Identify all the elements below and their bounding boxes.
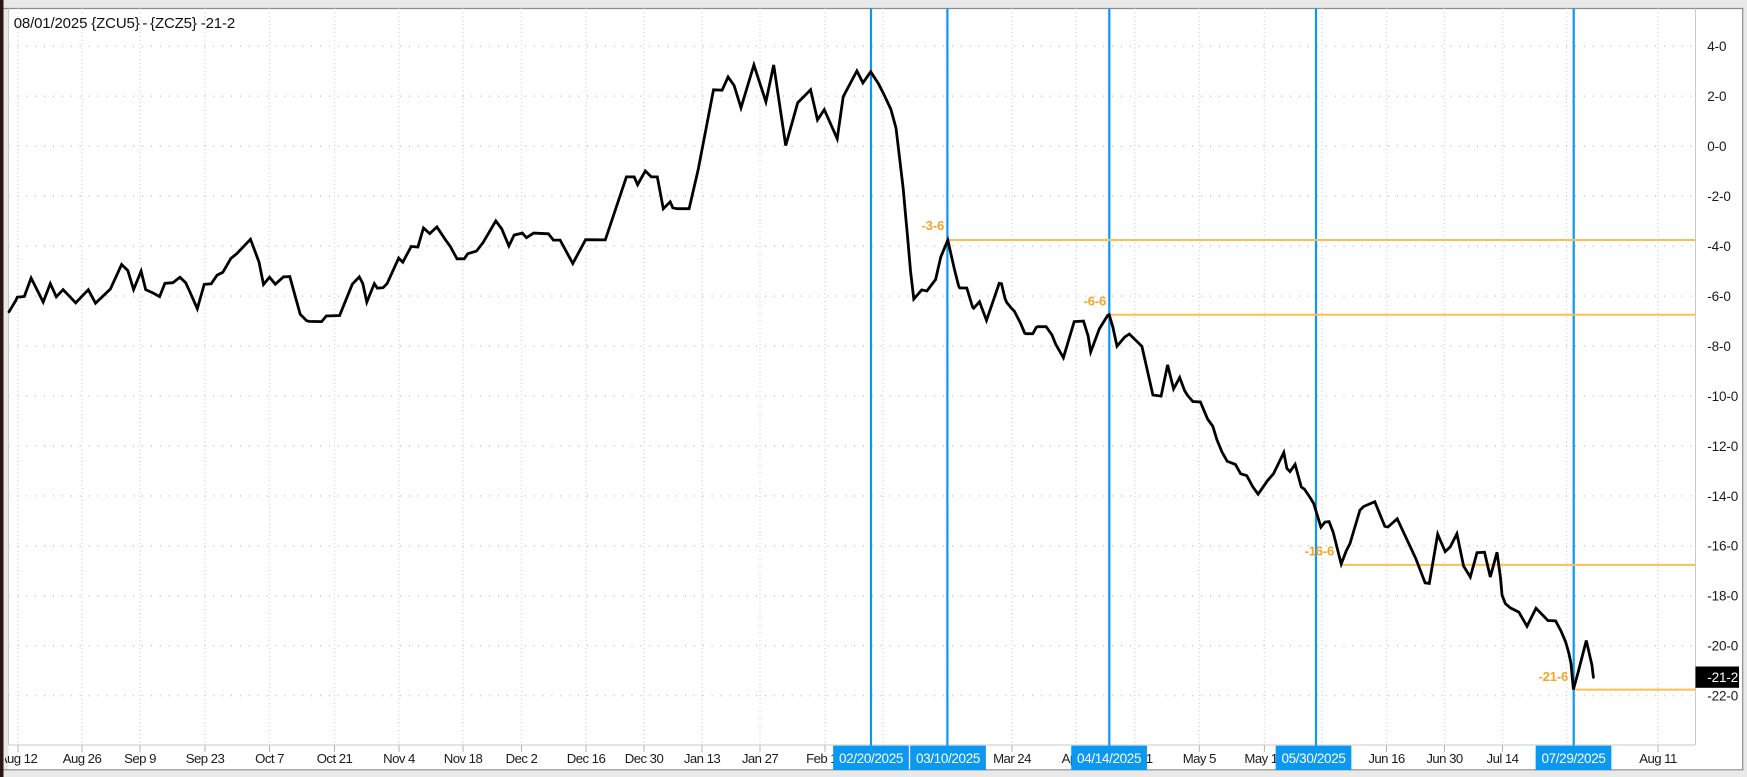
svg-text:May 19: May 19 xyxy=(1244,751,1284,766)
svg-text:04/14/2025: 04/14/2025 xyxy=(1077,751,1141,766)
svg-text:Jan 13: Jan 13 xyxy=(684,751,721,766)
svg-text:-18-0: -18-0 xyxy=(1707,589,1738,604)
svg-text:2-0: 2-0 xyxy=(1707,89,1726,104)
svg-text:Dec 16: Dec 16 xyxy=(567,751,606,766)
svg-text:Aug 26: Aug 26 xyxy=(63,751,102,766)
svg-text:02/20/2025: 02/20/2025 xyxy=(839,751,903,766)
svg-text:-16-6: -16-6 xyxy=(1305,544,1334,559)
svg-text:Jul 14: Jul 14 xyxy=(1487,751,1519,766)
svg-text:-21-6: -21-6 xyxy=(1539,669,1568,684)
svg-text:May 5: May 5 xyxy=(1183,751,1216,766)
svg-text:-3-6: -3-6 xyxy=(922,218,944,233)
svg-text:Jan 27: Jan 27 xyxy=(742,751,779,766)
svg-text:Sep 23: Sep 23 xyxy=(186,751,225,766)
svg-text:07/29/2025: 07/29/2025 xyxy=(1541,751,1605,766)
svg-text:-20-0: -20-0 xyxy=(1707,639,1738,654)
svg-text:-22-0: -22-0 xyxy=(1707,689,1738,704)
svg-text:-2-0: -2-0 xyxy=(1707,189,1730,204)
svg-text:-12-0: -12-0 xyxy=(1707,439,1738,454)
svg-text:03/10/2025: 03/10/2025 xyxy=(916,751,980,766)
svg-text:-6-6: -6-6 xyxy=(1084,294,1106,309)
svg-text:Dec 30: Dec 30 xyxy=(625,751,664,766)
svg-text:-4-0: -4-0 xyxy=(1707,239,1730,254)
svg-text:-10-0: -10-0 xyxy=(1707,389,1738,404)
svg-text:05/30/2025: 05/30/2025 xyxy=(1281,751,1345,766)
svg-text:Nov 4: Nov 4 xyxy=(383,751,415,766)
svg-text:4-0: 4-0 xyxy=(1707,39,1726,54)
svg-text:0-0: 0-0 xyxy=(1707,139,1726,154)
svg-text:Oct 21: Oct 21 xyxy=(317,751,353,766)
svg-text:-16-0: -16-0 xyxy=(1707,539,1738,554)
svg-text:Nov 18: Nov 18 xyxy=(444,751,483,766)
svg-text:Dec 2: Dec 2 xyxy=(506,751,538,766)
svg-text:Sep 9: Sep 9 xyxy=(124,751,156,766)
svg-text:-8-0: -8-0 xyxy=(1707,339,1730,354)
svg-text:-21-2: -21-2 xyxy=(1707,670,1738,685)
svg-text:Aug 12: Aug 12 xyxy=(0,751,37,766)
svg-text:08/01/2025 {ZCU5} - {ZCZ5} -21: 08/01/2025 {ZCU5} - {ZCZ5} -21-2 xyxy=(14,15,235,32)
svg-text:Oct 7: Oct 7 xyxy=(255,751,284,766)
svg-text:-6-0: -6-0 xyxy=(1707,289,1730,304)
svg-text:Mar 24: Mar 24 xyxy=(993,751,1031,766)
svg-text:Jun 16: Jun 16 xyxy=(1368,751,1405,766)
svg-text:Aug 11: Aug 11 xyxy=(1639,751,1677,766)
svg-text:Jun 30: Jun 30 xyxy=(1426,751,1463,766)
svg-text:-14-0: -14-0 xyxy=(1707,489,1738,504)
